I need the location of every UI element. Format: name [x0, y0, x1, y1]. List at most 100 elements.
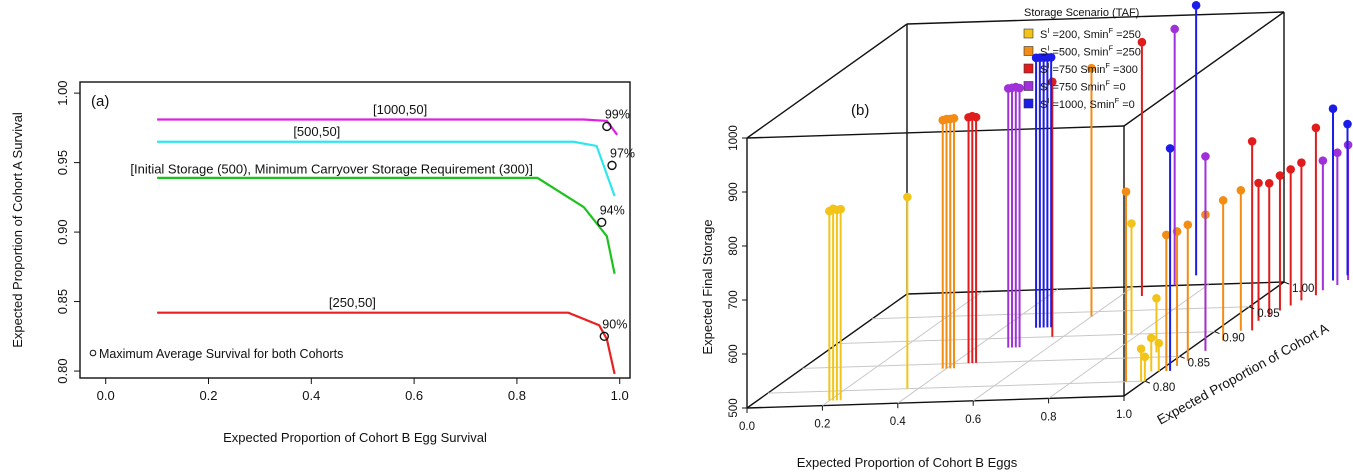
- stem-point: [1165, 144, 1175, 153]
- stem-point: [1311, 123, 1321, 133]
- legend-mid-sup: F: [1105, 79, 1110, 88]
- z-tick-mark: [1214, 331, 1220, 335]
- stem-point: [1191, 1, 1201, 10]
- x-tick-label: 0.2: [814, 419, 830, 431]
- series-label: [250,50]: [329, 295, 376, 310]
- max-survival-point: [602, 121, 612, 132]
- y-tick-label: 700: [728, 290, 740, 309]
- box-edge: [746, 395, 1125, 409]
- stem-point: [1137, 37, 1147, 47]
- stem-point: [1333, 148, 1342, 158]
- stem-point: [1286, 165, 1295, 174]
- panel-a-legend-text: Maximum Average Survival for both Cohort…: [99, 347, 343, 361]
- stem-point: [1087, 63, 1096, 73]
- stem-point: [1328, 104, 1338, 114]
- legend-mid-sup: F: [1105, 61, 1110, 70]
- stem-point: [1343, 119, 1352, 129]
- series-line: [157, 176, 616, 274]
- x-tick-label: 0.4: [890, 416, 907, 428]
- legend-swatch: [1023, 98, 1034, 109]
- series-line: [157, 311, 616, 375]
- stem-point: [1140, 352, 1150, 362]
- legend-s-sup: I: [1047, 96, 1049, 105]
- box-edge: [746, 23, 908, 139]
- legend-s: S: [1040, 47, 1047, 59]
- legend-tail: =0: [1110, 82, 1126, 94]
- max-survival-point: [599, 331, 609, 342]
- floor-grid-line: [822, 291, 983, 407]
- z-tick-label: 0.95: [1257, 308, 1279, 320]
- y-tick-label: 0.95: [55, 150, 70, 175]
- stem-point: [1297, 158, 1306, 167]
- panel-b-axes: 0.0 0.2 0.4 0.6 0.8 1.0 500 600 700 800 900 1000 0.8…: [728, 125, 1314, 433]
- legend-mid: =750 Smin: [1049, 82, 1105, 94]
- panel-a-line-chart: 0.0 0.2 0.4 0.6 0.8 1.0 0.800.850.900.951.00 …: [10, 80, 635, 445]
- legend-s: S: [1040, 29, 1047, 41]
- stem-point: [836, 204, 845, 214]
- floor-grid-line: [872, 306, 1250, 320]
- z-tick-mark: [1179, 355, 1185, 359]
- stem-point: [1127, 219, 1136, 228]
- panel-b-label: (b): [851, 102, 869, 119]
- stem-point: [1146, 333, 1156, 343]
- stem-point: [949, 113, 959, 123]
- legend-entry-label: SI =200, SminF =250: [1040, 26, 1141, 41]
- y-tick-label: 0.90: [55, 219, 70, 244]
- stem-point: [1154, 338, 1164, 348]
- stem-point: [1121, 187, 1131, 196]
- legend-mid: =500, Smin: [1049, 47, 1108, 59]
- x-tick-label: 0.6: [405, 388, 423, 403]
- stem-point: [1218, 196, 1228, 205]
- legend-tail: =250: [1113, 29, 1141, 41]
- max-percent-label: 90%: [602, 317, 627, 331]
- z-tick-mark: [1144, 380, 1151, 384]
- z-tick-label: 0.85: [1188, 357, 1210, 369]
- x-tick-label: 0.2: [199, 388, 217, 403]
- x-tick-label: 0.4: [302, 388, 320, 403]
- panel-b-legend: Storage Scenario (TAF) SI =200, SminF =2…: [1023, 7, 1141, 111]
- x-tick-label: 1.0: [1116, 409, 1132, 421]
- panel-b-y-axis-label: Expected Final Storage: [700, 219, 715, 354]
- stem-point: [1254, 178, 1263, 188]
- z-tick-label: 0.90: [1222, 333, 1244, 345]
- y-tick-label: 900: [728, 182, 740, 201]
- stem-point: [1264, 179, 1274, 188]
- legend-swatch: [1023, 81, 1034, 91]
- panel-b-3d-scatter: 0.0 0.2 0.4 0.6 0.8 1.0 500 600 700 800 900 1000 0.8…: [700, 1, 1353, 470]
- stem-point: [903, 192, 912, 202]
- x-tick-label: 0.0: [739, 421, 755, 433]
- legend-mid: =1000, Smin: [1049, 99, 1114, 111]
- panel-b-3d-box: [746, 11, 1285, 409]
- legend-entry-label: SI =750 SminF =0: [1040, 79, 1126, 94]
- x-tick-label: 0.8: [1041, 411, 1057, 423]
- x-tick-label: 0.8: [508, 388, 526, 403]
- z-tick-mark: [1283, 281, 1290, 285]
- legend-tail: =250: [1113, 47, 1141, 59]
- series-line: [157, 118, 619, 136]
- legend-s-sup: I: [1047, 26, 1049, 35]
- legend-s: S: [1040, 64, 1047, 76]
- panel-a-label: (a): [91, 93, 109, 110]
- floor-grid-line: [972, 286, 1134, 402]
- max-survival-point: [597, 217, 607, 228]
- box-edge: [906, 11, 1285, 25]
- stem-point: [971, 112, 981, 122]
- stem-point: [1152, 294, 1161, 303]
- legend-marker-icon: [89, 349, 97, 357]
- box-edge: [1123, 11, 1285, 127]
- legend-s-sup: I: [1047, 79, 1049, 88]
- panel-a-series: [1000,50] 99% [500,50] 97% [Initial Storage …: [130, 102, 635, 375]
- z-tick-label: 0.80: [1153, 382, 1175, 394]
- z-tick-label: 1.00: [1292, 283, 1314, 295]
- box-edge: [1123, 281, 1285, 397]
- stem-point: [1162, 230, 1171, 240]
- stem-point: [1247, 137, 1257, 146]
- floor-grid-line: [802, 355, 1180, 369]
- legend-entry-label: SI =750 SminF =300: [1040, 61, 1138, 76]
- stem-point: [1201, 152, 1210, 161]
- series-label: [1000,50]: [373, 102, 427, 117]
- stem-point: [1136, 344, 1146, 354]
- max-percent-label: 97%: [610, 146, 635, 160]
- y-tick-label: 1000: [728, 125, 740, 151]
